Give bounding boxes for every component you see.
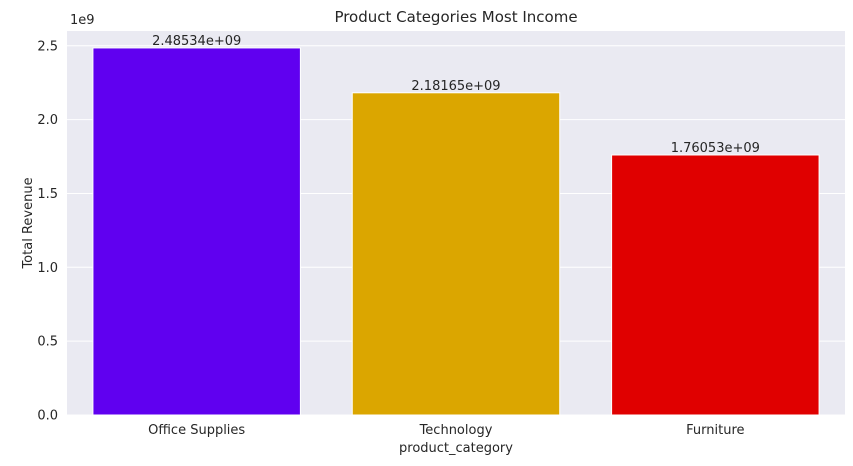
x-tick-label: Technology bbox=[419, 423, 493, 438]
x-tick-label: Furniture bbox=[686, 423, 744, 438]
y-axis-label: Total Revenue bbox=[21, 177, 36, 269]
bar-value-labels: 2.48534e+09 2.18165e+09 1.76053e+09 bbox=[152, 34, 760, 156]
x-tick-labels: Office Supplies Technology Furniture bbox=[148, 423, 744, 438]
y-tick-labels: 0.0 0.5 1.0 1.5 2.0 2.5 bbox=[37, 39, 58, 423]
y-tick-label: 1.5 bbox=[37, 187, 58, 202]
y-tick-label: 0.5 bbox=[37, 335, 58, 350]
bar-value-label: 2.18165e+09 bbox=[411, 79, 500, 94]
bar-technology bbox=[351, 92, 561, 416]
y-tick-label: 2.0 bbox=[37, 113, 58, 128]
x-tick-label: Office Supplies bbox=[148, 423, 245, 438]
chart-title: Product Categories Most Income bbox=[334, 8, 577, 26]
bar-furniture bbox=[611, 154, 820, 416]
y-tick-label: 0.0 bbox=[37, 409, 58, 424]
y-tick-label: 1.0 bbox=[37, 261, 58, 276]
x-axis-label: product_category bbox=[399, 441, 513, 456]
bar-value-label: 1.76053e+09 bbox=[671, 141, 760, 156]
bar-value-label: 2.48534e+09 bbox=[152, 34, 241, 49]
bars bbox=[92, 47, 820, 416]
y-axis-offset-label: 1e9 bbox=[70, 13, 95, 28]
y-tick-label: 2.5 bbox=[37, 39, 58, 54]
bar-office-supplies bbox=[92, 47, 301, 416]
